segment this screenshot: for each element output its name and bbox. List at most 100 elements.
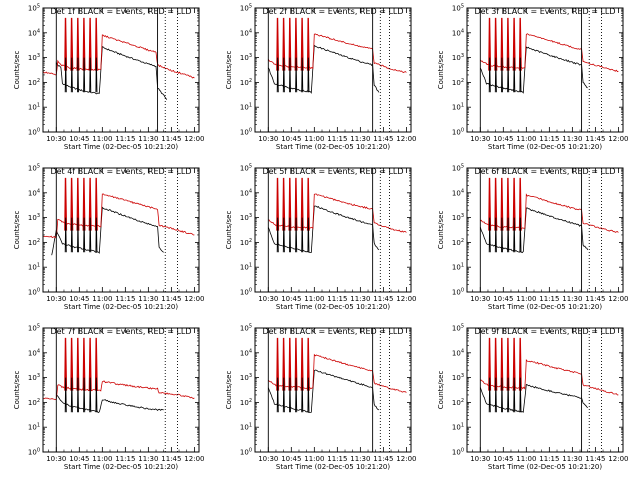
y-tick-label: 103 — [240, 373, 252, 382]
lld-spike — [306, 17, 310, 71]
y-tick-label: 100 — [28, 448, 40, 457]
x-axis-label: Start Time (02-Dec-05 10:21:20) — [488, 143, 602, 151]
events-spike — [494, 377, 497, 413]
plot-area — [43, 17, 195, 100]
y-tick-label: 101 — [240, 423, 252, 432]
x-tick-label: 11:15 — [115, 295, 135, 303]
plot-frame — [42, 327, 200, 453]
x-tick-label: 10:45 — [69, 295, 89, 303]
y-tick-label: 105 — [452, 324, 464, 333]
y-tick-label: 101 — [452, 423, 464, 432]
x-axis-label: Start Time (02-Dec-05 10:21:20) — [276, 143, 390, 151]
lld-spike — [82, 177, 86, 231]
y-tick-label: 105 — [452, 4, 464, 13]
y-tick-label: 104 — [28, 28, 40, 37]
y-tick-label: 103 — [28, 373, 40, 382]
x-tick-label: 11:15 — [115, 135, 135, 143]
events-spike — [301, 217, 304, 253]
y-tick-label: 102 — [28, 238, 40, 247]
y-tick-label: 104 — [452, 188, 464, 197]
x-tick-label: 11:30 — [350, 295, 370, 303]
lld-spike — [306, 337, 310, 391]
events-spike — [494, 217, 497, 253]
events-spike — [295, 217, 298, 253]
series-events-line — [56, 394, 164, 414]
x-tick-label: 10:30 — [470, 135, 490, 143]
y-tick-label: 105 — [452, 164, 464, 173]
lld-spike — [512, 17, 516, 71]
lld-spike — [88, 17, 92, 71]
y-tick-label: 104 — [240, 348, 252, 357]
lld-spike — [288, 177, 292, 231]
series-lld-line — [43, 380, 195, 401]
x-tick-label: 11:15 — [539, 455, 559, 463]
y-tick-label: 103 — [240, 53, 252, 62]
events-spike — [83, 377, 86, 413]
events-spike — [95, 57, 98, 93]
events-spike — [295, 377, 298, 413]
chart-title: Det 5f BLACK = Events, RED = LLD — [262, 167, 403, 176]
y-tick-label: 103 — [28, 213, 40, 222]
lld-spike — [518, 337, 522, 391]
series-lld-line — [43, 34, 195, 79]
x-tick-label: 11:00 — [516, 455, 536, 463]
lld-spike — [494, 177, 498, 231]
events-spike — [64, 377, 67, 413]
x-tick-label: 10:45 — [69, 455, 89, 463]
lld-spike — [288, 337, 292, 391]
lld-spike — [282, 17, 286, 71]
y-tick-label: 100 — [28, 288, 40, 297]
y-tick-label: 104 — [28, 348, 40, 357]
events-spike — [89, 377, 92, 413]
y-tick-label: 101 — [240, 103, 252, 112]
y-tick-label: 100 — [240, 128, 252, 137]
lld-spike — [294, 17, 298, 71]
y-tick-label: 105 — [28, 164, 40, 173]
plot-frame — [466, 7, 624, 133]
lld-spike — [94, 337, 98, 391]
x-tick-label: 12:00 — [184, 455, 204, 463]
x-tick-label: 12:00 — [396, 135, 416, 143]
x-tick-label: 11:00 — [92, 295, 112, 303]
y-tick-label: 103 — [28, 53, 40, 62]
lld-spike — [64, 177, 68, 231]
x-tick-label: 11:00 — [92, 135, 112, 143]
lld-spike — [300, 337, 304, 391]
events-spike — [501, 217, 503, 253]
y-tick-label: 102 — [240, 398, 252, 407]
events-spike — [513, 377, 516, 413]
lld-spike — [494, 337, 498, 391]
lld-spike — [64, 337, 68, 391]
series-events-line — [267, 44, 380, 94]
events-spike — [307, 57, 310, 93]
plot-area — [479, 177, 619, 254]
events-spike — [64, 217, 67, 253]
chart-title: Det 4f BLACK = Events, RED = LLD — [50, 167, 191, 176]
y-axis-label: Counts/sec — [437, 211, 445, 250]
plot-area — [267, 17, 407, 94]
x-axis-label: Start Time (02-Dec-05 10:21:20) — [64, 143, 178, 151]
lld-spike — [88, 337, 92, 391]
y-tick-label: 100 — [240, 288, 252, 297]
y-tick-label: 101 — [240, 263, 252, 272]
y-tick-label: 102 — [240, 78, 252, 87]
series-events-line — [479, 46, 588, 94]
lld-spike — [288, 17, 292, 71]
y-tick-label: 102 — [28, 398, 40, 407]
events-spike — [89, 57, 92, 93]
plot-frame — [466, 327, 624, 453]
lld-spike — [276, 177, 280, 231]
x-tick-label: 11:00 — [516, 135, 536, 143]
x-tick-label: 12:00 — [184, 135, 204, 143]
events-spike — [276, 217, 279, 253]
y-tick-label: 102 — [452, 238, 464, 247]
chart-panel-2: Det 2f BLACK = Events, RED = LLD 100 101 10… — [225, 4, 416, 152]
events-spike — [70, 217, 73, 253]
plot-area — [43, 337, 195, 414]
x-tick-label: 11:30 — [562, 455, 582, 463]
events-spike — [276, 377, 279, 413]
series-events-line — [51, 206, 164, 256]
plot-frame — [42, 167, 200, 293]
x-tick-label: 10:45 — [493, 455, 513, 463]
events-spike — [519, 57, 522, 93]
